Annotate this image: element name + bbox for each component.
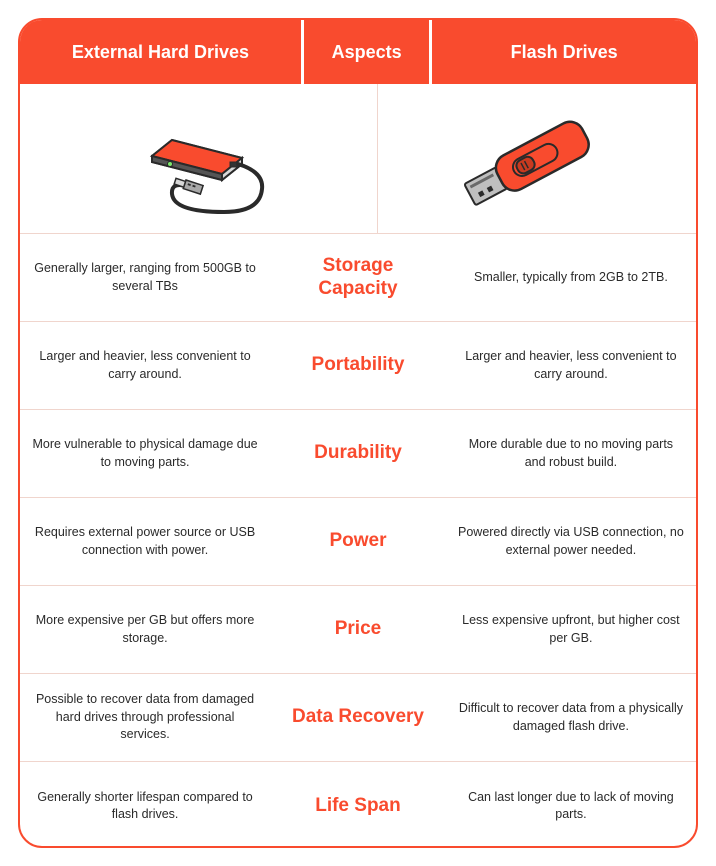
cell-left: Generally larger, ranging from 500GB to …: [20, 234, 270, 321]
cell-right: Can last longer due to lack of moving pa…: [446, 762, 696, 848]
cell-aspect: Durability: [270, 410, 446, 497]
cell-left: Requires external power source or USB co…: [20, 498, 270, 585]
cell-aspect: Portability: [270, 322, 446, 409]
header-row: External Hard Drives Aspects Flash Drive…: [20, 20, 696, 84]
cell-aspect: Data Recovery: [270, 674, 446, 761]
cell-right: Larger and heavier, less convenient to c…: [446, 322, 696, 409]
cell-left: Generally shorter lifespan compared to f…: [20, 762, 270, 848]
row-life-span: Generally shorter lifespan compared to f…: [20, 762, 696, 848]
row-data-recovery: Possible to recover data from damaged ha…: [20, 674, 696, 762]
cell-right: Less expensive upfront, but higher cost …: [446, 586, 696, 673]
cell-left: Possible to recover data from damaged ha…: [20, 674, 270, 761]
cell-right: Difficult to recover data from a physica…: [446, 674, 696, 761]
comparison-table: External Hard Drives Aspects Flash Drive…: [18, 18, 698, 848]
cell-aspect: Storage Capacity: [270, 234, 446, 321]
external-hdd-icon: [20, 84, 378, 233]
cell-right: Smaller, typically from 2GB to 2TB.: [446, 234, 696, 321]
row-portability: Larger and heavier, less convenient to c…: [20, 322, 696, 410]
header-external-hdd: External Hard Drives: [20, 20, 304, 84]
image-row: [20, 84, 696, 234]
cell-left: More expensive per GB but offers more st…: [20, 586, 270, 673]
cell-aspect: Price: [270, 586, 446, 673]
row-storage-capacity: Generally larger, ranging from 500GB to …: [20, 234, 696, 322]
header-aspects: Aspects: [304, 20, 432, 84]
cell-right: More durable due to no moving parts and …: [446, 410, 696, 497]
row-price: More expensive per GB but offers more st…: [20, 586, 696, 674]
cell-right: Powered directly via USB connection, no …: [446, 498, 696, 585]
cell-left: Larger and heavier, less convenient to c…: [20, 322, 270, 409]
cell-left: More vulnerable to physical damage due t…: [20, 410, 270, 497]
cell-aspect: Life Span: [270, 762, 446, 848]
cell-aspect: Power: [270, 498, 446, 585]
row-durability: More vulnerable to physical damage due t…: [20, 410, 696, 498]
header-flash-drives: Flash Drives: [432, 20, 696, 84]
flash-drive-icon: [378, 84, 696, 233]
row-power: Requires external power source or USB co…: [20, 498, 696, 586]
